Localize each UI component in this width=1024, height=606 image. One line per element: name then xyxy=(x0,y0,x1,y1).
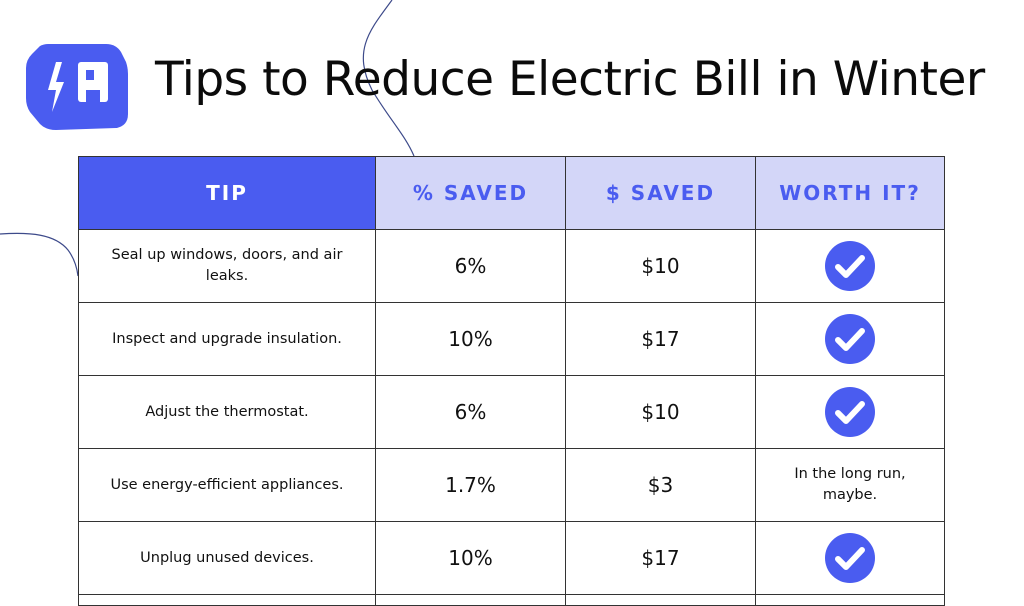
logo xyxy=(26,44,128,130)
dollars-saved-cell: $10 xyxy=(565,375,756,449)
table-row: Use energy-efficient appliances. 1.7% $3 In… xyxy=(78,448,945,522)
percent-saved-cell: 10% xyxy=(375,521,566,595)
table-row: Adjust the thermostat. 6% $10 xyxy=(78,375,945,449)
check-mark xyxy=(835,328,865,351)
logo-shape xyxy=(26,44,128,130)
logo-window xyxy=(86,70,94,80)
check-circle xyxy=(825,314,875,364)
dollars-saved-cell: $17 xyxy=(565,302,756,376)
logo-block xyxy=(78,62,108,102)
header-row: TIP% SAVED $ SAVED WORTH IT? xyxy=(78,156,945,230)
logo-door xyxy=(86,90,100,112)
deco-curve xyxy=(0,232,79,277)
dollars-saved-cell: $17 xyxy=(565,521,756,595)
table-row: Inspect and upgrade insulation. 10% $17 xyxy=(78,302,945,376)
column-header: WORTH IT? xyxy=(755,156,945,230)
check-mark xyxy=(835,401,865,424)
check-circle xyxy=(825,241,875,291)
tips-table: TIP% SAVED $ SAVED WORTH IT? Seal up windo… xyxy=(78,156,945,606)
worth-it-cell xyxy=(755,375,945,449)
empty-cell xyxy=(78,594,376,606)
check-circle xyxy=(825,387,875,437)
dollars-saved-cell: $10 xyxy=(565,229,756,303)
check-icon xyxy=(825,533,875,583)
percent-saved-cell: 1.7% xyxy=(375,448,566,522)
check-mark xyxy=(835,255,865,278)
check-icon xyxy=(825,314,875,364)
tip-cell: Unplug unused devices. xyxy=(78,521,376,595)
column-header: % SAVED xyxy=(375,156,566,230)
worth-it-cell xyxy=(755,302,945,376)
percent-saved-cell: 10% xyxy=(375,302,566,376)
check-circle xyxy=(825,533,875,583)
empty-cell xyxy=(565,594,756,606)
check-icon xyxy=(825,387,875,437)
title: Tips to Reduce Electric Bill in Winter xyxy=(155,52,985,107)
logo-bolt xyxy=(48,62,64,112)
column-header: TIP xyxy=(78,156,376,230)
column-header: $ SAVED xyxy=(565,156,756,230)
tip-cell: Use energy-efficient appliances. xyxy=(78,448,376,522)
percent-saved-cell: 6% xyxy=(375,229,566,303)
check-mark xyxy=(835,547,865,570)
tip-cell: Adjust the thermostat. xyxy=(78,375,376,449)
worth-it-cell: In the long run, maybe. xyxy=(755,448,945,522)
dollars-saved-cell: $3 xyxy=(565,448,756,522)
worth-it-cell xyxy=(755,521,945,595)
empty-cell xyxy=(375,594,566,606)
check-icon xyxy=(825,241,875,291)
percent-saved-cell: 6% xyxy=(375,375,566,449)
worth-it-cell xyxy=(755,229,945,303)
table-row: Unplug unused devices. 10% $17 xyxy=(78,521,945,595)
table-row: Seal up windows, doors, and air leaks. 6%… xyxy=(78,229,945,303)
tip-cell: Seal up windows, doors, and air leaks. xyxy=(78,229,376,303)
tip-cell: Inspect and upgrade insulation. xyxy=(78,302,376,376)
deco-curve xyxy=(362,0,415,157)
empty-cell xyxy=(755,594,945,606)
table-row-partial xyxy=(78,594,945,606)
